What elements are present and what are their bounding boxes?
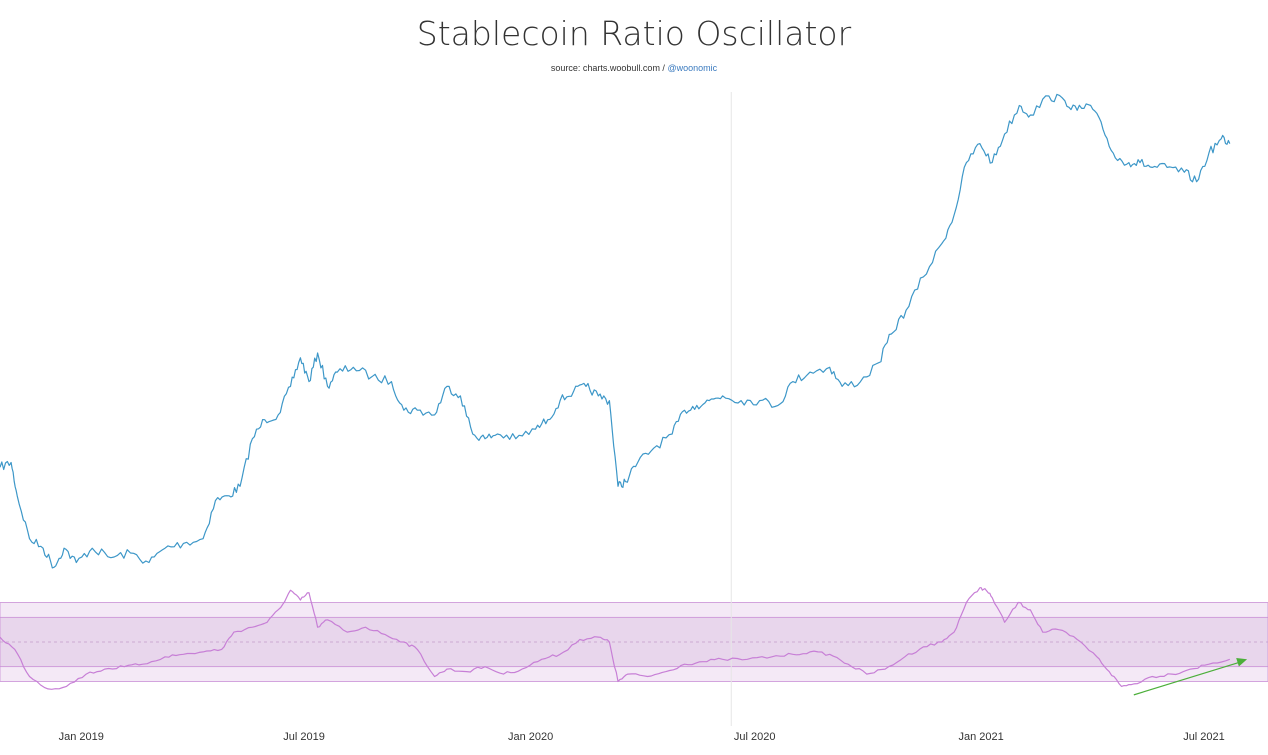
x-tick-label: Jul 2021 <box>1183 731 1225 743</box>
oscillator-bands <box>0 602 1268 682</box>
source-text: source: charts.woobull.com / <box>550 63 668 73</box>
x-tick-label: Jan 2020 <box>508 731 553 743</box>
main-series-line <box>0 93 1231 569</box>
x-tick-label: Jan 2019 <box>59 731 104 743</box>
annotations-group <box>1133 657 1248 696</box>
chart-title: Stablecoin Ratio Oscillator <box>416 14 852 53</box>
x-axis: Jan 2019 Jul 2019 Jan 2020 Jul 2020 Jan 2021… <box>59 731 1225 743</box>
oscillator-line <box>0 587 1231 690</box>
band-inner <box>0 616 1268 668</box>
x-tick-label: Jan 2021 <box>959 731 1004 743</box>
x-tick-label: Jul 2019 <box>283 731 325 743</box>
main-series-group <box>0 93 1231 569</box>
trend-arrow-head <box>1236 657 1248 667</box>
trend-arrow-line <box>1133 661 1242 696</box>
x-tick-label: Jul 2020 <box>734 731 776 743</box>
oscillator-series-group <box>0 587 1231 690</box>
author-link[interactable]: @woonomic <box>667 63 718 73</box>
chart-subtitle: source: charts.woobull.com / @woonomic <box>0 63 1268 73</box>
